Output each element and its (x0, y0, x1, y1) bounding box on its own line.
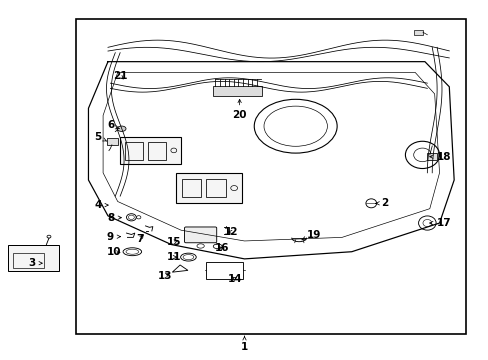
Text: 9: 9 (107, 232, 120, 242)
Ellipse shape (117, 126, 126, 131)
Bar (13, 253, 43, 268)
Bar (427, 153, 436, 159)
Text: 13: 13 (158, 271, 172, 281)
Bar (76, 19, 466, 334)
Bar (147, 142, 165, 160)
Text: 3: 3 (28, 258, 42, 268)
Bar (125, 142, 143, 160)
Text: 10: 10 (107, 247, 121, 257)
Text: 20: 20 (232, 99, 246, 121)
Text: 1: 1 (241, 336, 247, 352)
Text: 2: 2 (375, 198, 387, 208)
Bar (413, 30, 422, 35)
Bar (181, 179, 201, 197)
Text: 8: 8 (107, 213, 121, 222)
Text: 15: 15 (166, 237, 181, 247)
Text: 5: 5 (94, 132, 107, 142)
Text: 4: 4 (94, 200, 108, 210)
Text: 21: 21 (113, 71, 127, 81)
Bar (8, 244, 59, 271)
Text: 17: 17 (429, 218, 451, 228)
FancyBboxPatch shape (184, 227, 216, 243)
Text: 7: 7 (136, 234, 143, 244)
Bar (206, 262, 243, 279)
Text: 19: 19 (301, 230, 321, 240)
Text: 14: 14 (227, 274, 242, 284)
Text: 16: 16 (214, 243, 228, 253)
Bar (107, 138, 118, 145)
Text: 12: 12 (223, 227, 238, 237)
Text: 18: 18 (429, 152, 451, 162)
Bar (212, 86, 261, 96)
Bar (176, 173, 242, 203)
Text: 11: 11 (166, 252, 181, 262)
Bar (205, 179, 225, 197)
Text: 6: 6 (107, 121, 120, 130)
Bar (120, 137, 181, 164)
